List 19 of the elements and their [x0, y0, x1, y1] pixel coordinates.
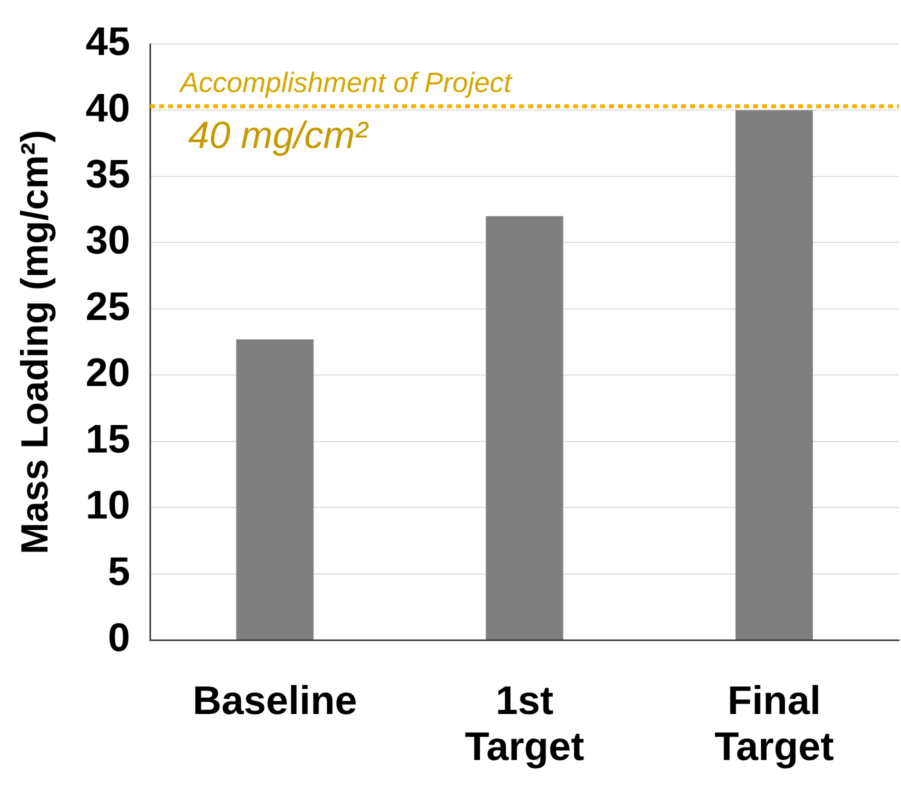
- y-tick-label: 10: [86, 484, 130, 528]
- y-tick-label: 25: [86, 284, 130, 329]
- annotation: 40 mg/cm²: [188, 114, 369, 157]
- bar: [486, 216, 564, 640]
- y-tick-label: 40: [86, 86, 130, 130]
- x-tick-label: 1st Target: [464, 679, 584, 770]
- y-tick-label: 20: [86, 351, 130, 396]
- y-tick-label: 35: [86, 152, 130, 196]
- bar: [735, 110, 813, 640]
- y-axis-title: Mass Loading (mg/cm²): [14, 130, 56, 554]
- y-tick-label: 30: [86, 218, 130, 263]
- y-tick-label: 15: [86, 417, 130, 462]
- y-tick-label: 45: [86, 20, 130, 64]
- x-tick-label: Final Target: [714, 679, 834, 770]
- y-tick-label: 5: [108, 550, 130, 594]
- ref-line-label: Accomplishment of Project: [178, 67, 513, 98]
- bar: [236, 339, 314, 640]
- y-tick-label: 0: [108, 616, 130, 660]
- x-tick-label: Baseline: [192, 679, 358, 724]
